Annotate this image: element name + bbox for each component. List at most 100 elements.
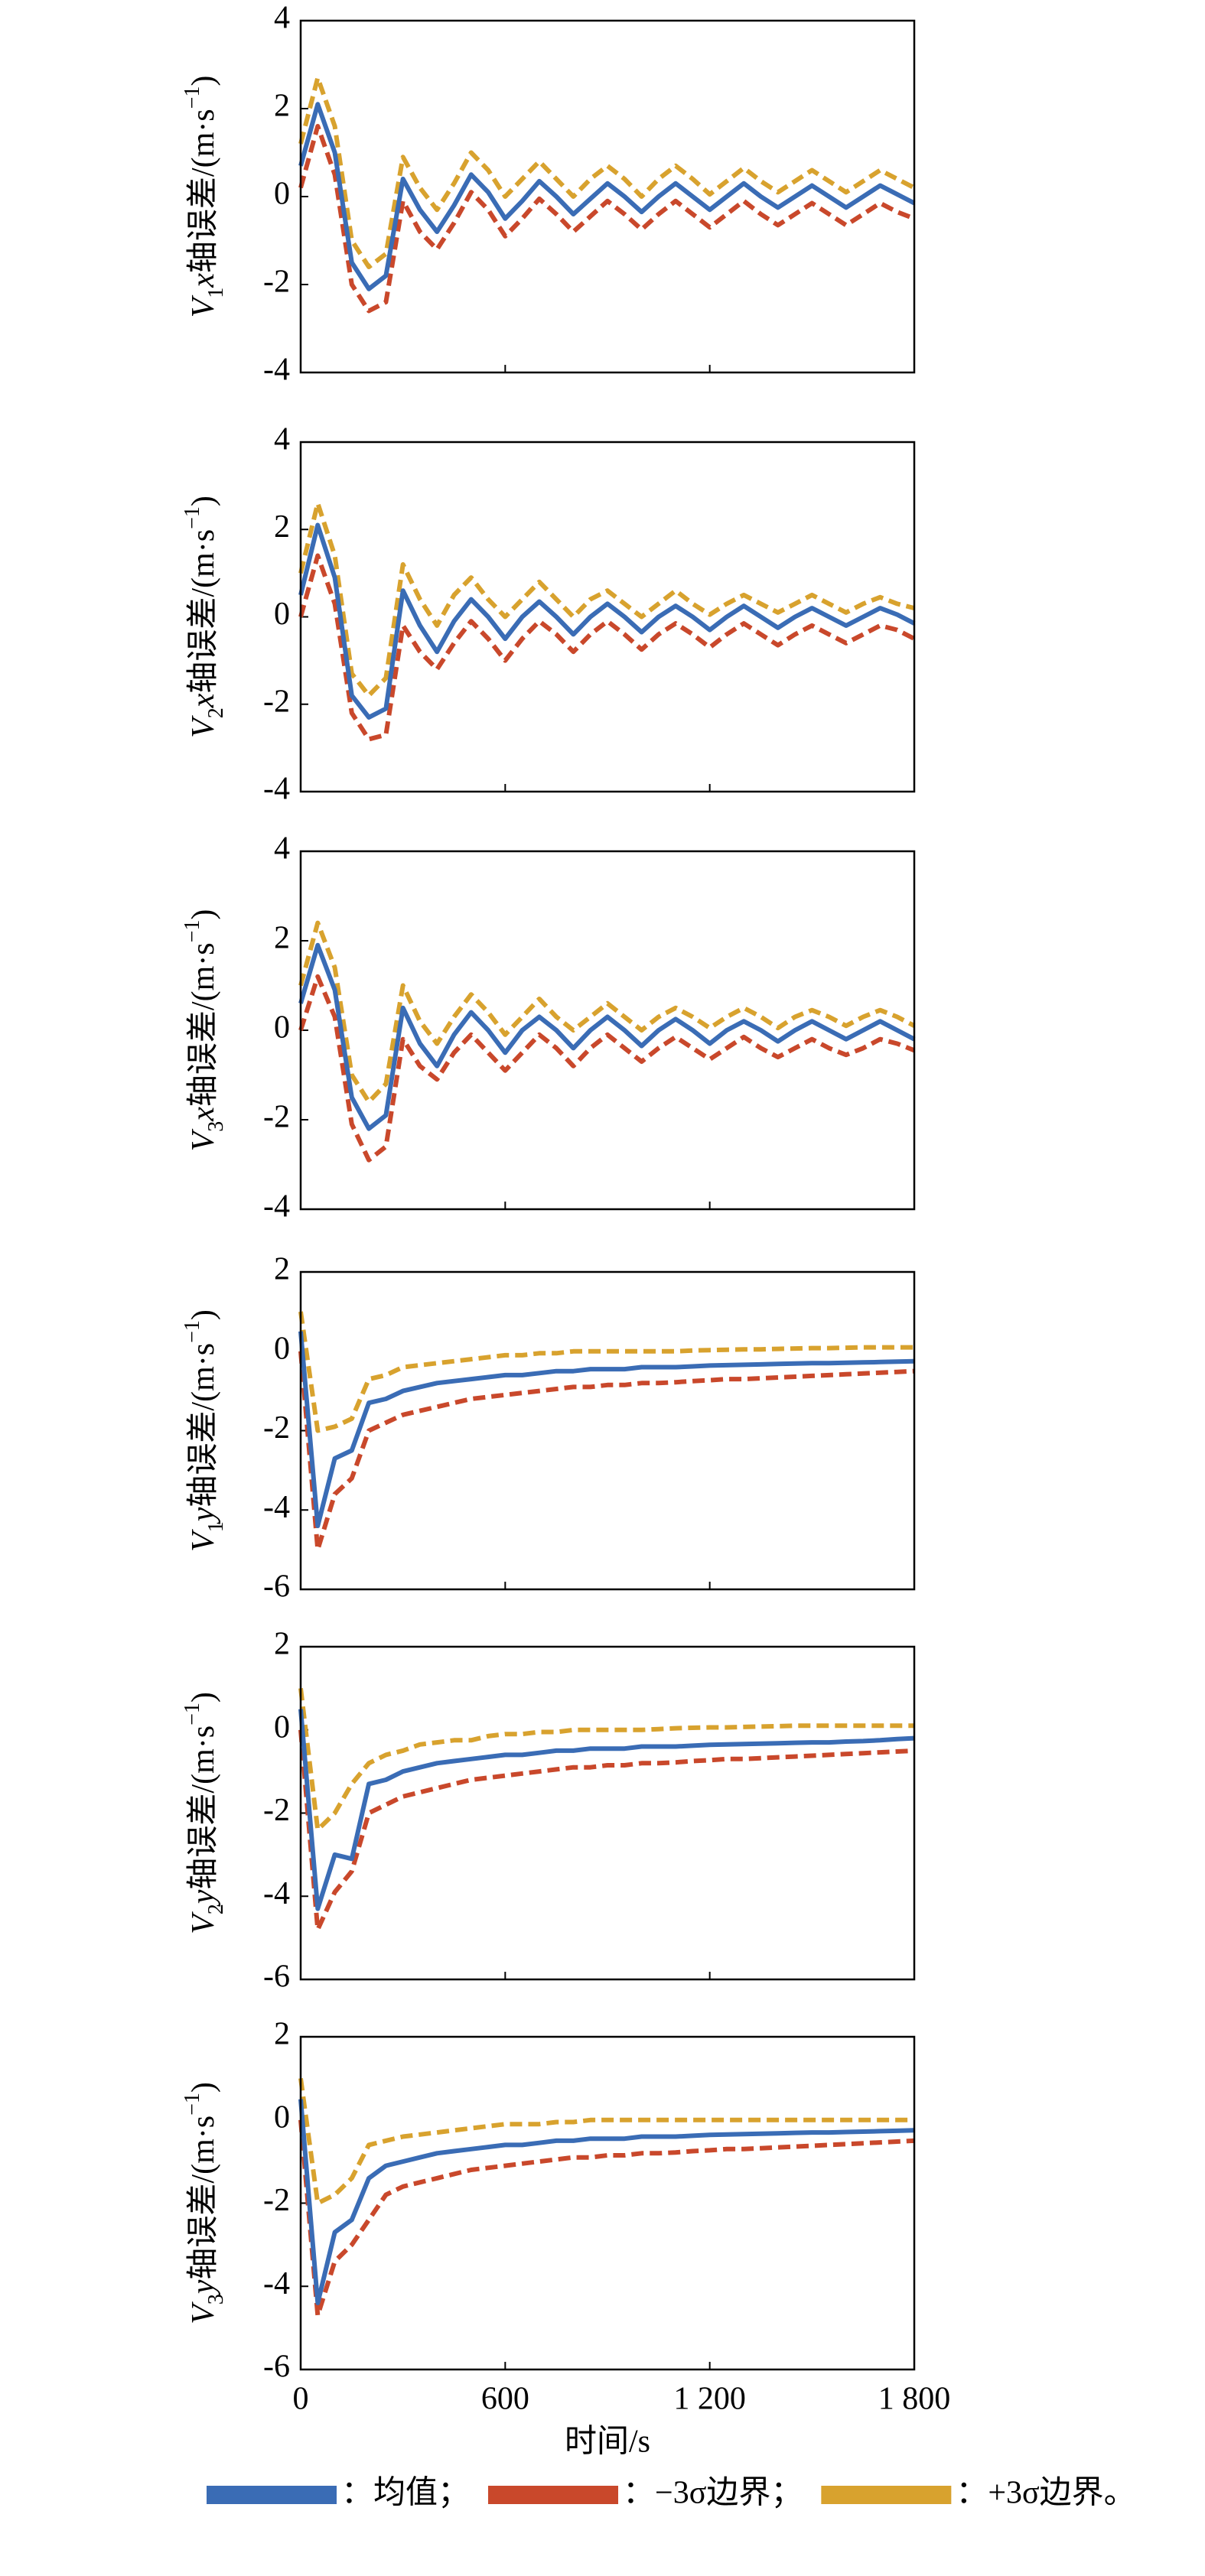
y-axis-label-part: −1 [181, 2093, 204, 2116]
y-axis-label: V1x轴误差/(m·s−1) [181, 76, 228, 318]
y-axis-label-part: V [186, 715, 221, 738]
y-axis-label-part: 3 [204, 1121, 228, 1132]
y-axis-label-part: 轴误差/(m·s [186, 942, 221, 1107]
data-line [298, 501, 915, 698]
y-tick-label: 2 [274, 921, 290, 956]
y-axis-label-part: ) [186, 2082, 221, 2093]
y-axis-label-part: 2 [204, 1904, 228, 1914]
y-tick-label: -4 [263, 1876, 290, 1911]
legend-swatch [488, 2486, 619, 2504]
data-line [298, 1709, 915, 1911]
data-line [298, 2099, 915, 2305]
y-tick-label: 0 [274, 177, 290, 212]
y-tick-label: -6 [263, 1960, 290, 1995]
y-axis-label-part: ) [186, 909, 221, 920]
y-axis-label-part: V [186, 1529, 221, 1552]
y-axis-label-part: ) [186, 496, 221, 506]
y-axis-label-part: x [186, 693, 221, 708]
data-line [298, 1311, 914, 1433]
data-line [298, 920, 916, 1104]
data-line [298, 553, 916, 742]
plot-frame [299, 19, 916, 374]
y-axis-label-part: 1 [204, 1521, 228, 1532]
y-tick-label: 0 [274, 1331, 290, 1366]
data-line [298, 2077, 914, 2206]
y-axis-label-part: ) [186, 1309, 221, 1320]
y-tick-label: -6 [263, 2350, 290, 2385]
data-line [298, 942, 916, 1131]
data-line [298, 1729, 915, 1932]
data-line [298, 102, 916, 291]
y-tick-label: -6 [263, 1569, 290, 1605]
legend-swatch [821, 2486, 952, 2504]
data-line [298, 1331, 915, 1528]
y-tick-label: -4 [263, 353, 290, 388]
y-tick-label: -2 [263, 684, 290, 719]
y-tick-label: 2 [274, 1252, 290, 1287]
y-axis-label-part: 轴误差/(m·s [186, 1343, 221, 1508]
plot-frame [299, 441, 916, 793]
y-axis-label-part: −1 [181, 506, 204, 529]
x-tick-label: 0 [293, 2382, 309, 2417]
y-tick-label: -2 [263, 1100, 290, 1135]
data-line [298, 124, 916, 314]
y-axis-label-part: ) [186, 1692, 221, 1703]
y-tick-label: 0 [274, 1010, 290, 1046]
plot-frame [299, 1645, 916, 1981]
y-tick-label: 0 [274, 597, 290, 632]
y-tick-label: 2 [274, 89, 290, 124]
y-axis-label-part: V [186, 294, 221, 317]
y-axis-label-part: V [186, 1128, 221, 1151]
y-tick-label: -2 [263, 1410, 290, 1446]
y-axis-label-part: V [186, 2301, 221, 2324]
y-tick-label: -4 [263, 772, 290, 807]
y-axis-label-part: 2 [204, 707, 228, 718]
legend-label: ：−3σ边界； [623, 2476, 803, 2511]
y-tick-label: -4 [263, 1490, 290, 1525]
y-tick-label: 0 [274, 2100, 290, 2135]
data-line [298, 1351, 915, 1553]
y-tick-label: -4 [263, 1189, 290, 1225]
x-tick-label: 1 200 [673, 2382, 746, 2417]
y-tick-label: 0 [274, 1709, 290, 1745]
y-tick-label: 4 [274, 831, 290, 867]
y-axis-label: V2y轴误差/(m·s−1) [181, 1692, 228, 1934]
y-tick-label: 2 [274, 509, 290, 545]
legend-label: ：均值； [341, 2476, 470, 2511]
data-line [298, 974, 916, 1163]
x-axis-label: 时间/s [565, 2425, 650, 2460]
y-axis-label-part: V [186, 1911, 221, 1934]
y-tick-label: -2 [263, 265, 290, 300]
y-tick-label: -4 [263, 2266, 290, 2301]
data-line [298, 75, 916, 269]
legend-swatch [207, 2486, 337, 2504]
y-axis-label: V2x轴误差/(m·s−1) [181, 496, 228, 738]
y-tick-label: 4 [274, 1, 290, 36]
y-axis-label-part: ) [186, 76, 221, 86]
y-axis-label-part: y [186, 2279, 221, 2297]
y-axis-label-part: 3 [204, 2294, 228, 2304]
y-tick-label: 4 [274, 422, 290, 457]
y-axis-label-part: 轴误差/(m·s [186, 529, 221, 694]
data-line [298, 1688, 914, 1833]
y-axis-label-part: 轴误差/(m·s [186, 1725, 221, 1890]
y-axis-label-part: −1 [181, 1320, 204, 1343]
y-axis-label-part: −1 [181, 920, 204, 943]
y-axis-label-part: 1 [204, 288, 228, 298]
x-tick-label: 600 [481, 2382, 529, 2417]
plot-frame [299, 1270, 916, 1591]
data-line [298, 2119, 915, 2318]
y-axis-label: V3y轴误差/(m·s−1) [181, 2082, 228, 2324]
legend-label: ：+3σ边界。 [956, 2476, 1135, 2511]
y-axis-label-part: x [186, 1107, 221, 1122]
y-tick-label: -2 [263, 2183, 290, 2218]
data-line [298, 522, 916, 720]
y-axis-label-part: 轴误差/(m·s [186, 2116, 221, 2280]
x-tick-label: 1 800 [878, 2382, 951, 2417]
y-tick-label: 2 [274, 2017, 290, 2052]
y-axis-label-part: −1 [181, 86, 204, 109]
y-axis-label-part: x [186, 273, 221, 288]
y-axis-label-part: y [186, 1507, 221, 1524]
